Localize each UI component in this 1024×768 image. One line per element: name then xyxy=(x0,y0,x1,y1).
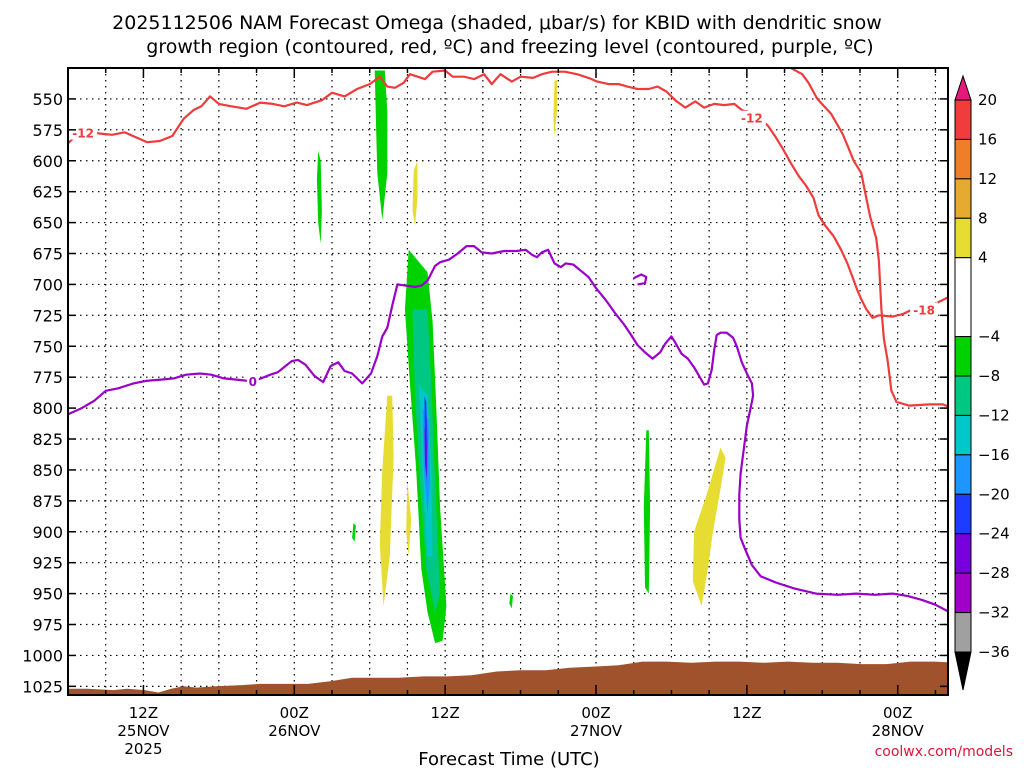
colorbar-bin xyxy=(954,138,972,180)
x-tick-label: 00Z xyxy=(280,704,309,722)
y-tick-label: 775 xyxy=(32,368,63,387)
dgz-contour-line xyxy=(865,296,948,319)
y-tick-label: 600 xyxy=(32,152,63,171)
colorbar-label: −20 xyxy=(978,485,1010,503)
omega-region xyxy=(374,70,388,221)
colorbar-top-arrow xyxy=(954,74,972,101)
dgz-contour-label-bg xyxy=(910,302,939,317)
terrain-fill xyxy=(68,661,948,695)
omega-region xyxy=(352,523,356,542)
contour-labels: -12 -12 -18 0 xyxy=(69,110,939,389)
colorbar: 20 16 12 8 4 −4 −8 −12 −16 −20 −24 −28 −32 −36 xyxy=(954,74,1010,691)
colorbar-label: 20 xyxy=(978,91,997,109)
omega-region xyxy=(643,430,651,594)
dgz-contour-label-bg xyxy=(737,110,766,125)
y-tick-label: 1025 xyxy=(22,677,63,696)
dgz-contour-label-bg xyxy=(69,125,98,140)
colorbar-bin xyxy=(954,493,972,535)
colorbar-label: 12 xyxy=(978,170,997,188)
x-tick-label: 27NOV xyxy=(570,722,623,740)
omega-shading xyxy=(316,70,948,644)
chart-title-line-1: 2025112506 NAM Forecast Omega (shaded, μ… xyxy=(112,12,882,34)
omega-region xyxy=(406,482,412,557)
x-tick-label: 26NOV xyxy=(268,722,321,740)
freezing-contour-label: 0 xyxy=(249,375,257,389)
colorbar-label: −8 xyxy=(978,367,1000,385)
omega-region xyxy=(692,447,726,606)
y-tick-label: 825 xyxy=(32,430,63,449)
y-tick-label: 750 xyxy=(32,337,63,356)
colorbar-label: −32 xyxy=(978,604,1010,622)
omega-region xyxy=(412,160,418,227)
x-tick-label: 12Z xyxy=(430,704,459,722)
x-axis-label: Forecast Time (UTC) xyxy=(418,749,599,768)
colorbar-bottom-arrow xyxy=(954,651,972,691)
y-tick-label: 950 xyxy=(32,585,63,604)
dgz-contour-label: -12 xyxy=(72,127,94,141)
credit-text: coolwx.com/models xyxy=(875,744,1013,760)
freezing-contour-line xyxy=(633,273,648,286)
plot-frame xyxy=(67,67,949,696)
contour-layer xyxy=(68,68,948,613)
x-tick-label: 12Z xyxy=(732,704,761,722)
dgz-contour-line xyxy=(68,69,868,310)
colorbar-label: 16 xyxy=(978,130,997,148)
y-tick-label: 800 xyxy=(32,399,63,418)
x-tick-label: 00Z xyxy=(883,704,912,722)
colorbar-label: −16 xyxy=(978,446,1010,464)
freezing-contour-label-bg xyxy=(246,374,259,389)
terrain-layer xyxy=(68,661,948,695)
colorbar-label: −24 xyxy=(978,525,1010,543)
colorbar-label: −4 xyxy=(978,328,1000,346)
omega-region xyxy=(553,80,557,136)
dgz-contour-label: -18 xyxy=(913,303,935,317)
y-axis: 550 575 600 625 650 675 700 725 750 775 800 825 850 8… xyxy=(22,90,948,696)
omega-region xyxy=(424,426,427,477)
colorbar-bin xyxy=(954,336,972,377)
y-tick-label: 700 xyxy=(32,275,63,294)
colorbar-bin xyxy=(954,375,972,416)
x-tick-label: 2025 xyxy=(124,740,162,758)
colorbar-label: −36 xyxy=(978,643,1010,661)
y-tick-label: 675 xyxy=(32,245,63,264)
dgz-contour-label: -12 xyxy=(741,112,763,126)
y-tick-label: 1000 xyxy=(22,646,63,665)
omega-region xyxy=(509,593,513,609)
x-tick-label: 00Z xyxy=(581,704,610,722)
y-tick-label: 625 xyxy=(32,183,63,202)
colorbar-label: 8 xyxy=(978,209,988,227)
x-tick-label: 25NOV xyxy=(117,722,170,740)
colorbar-bin xyxy=(954,572,972,614)
colorbar-bin xyxy=(954,612,972,653)
y-tick-label: 650 xyxy=(32,214,63,233)
colorbar-bin xyxy=(954,454,972,495)
colorbar-bin xyxy=(954,217,972,259)
y-tick-label: 850 xyxy=(32,461,63,480)
omega-region xyxy=(379,395,394,606)
grid-lines xyxy=(68,68,948,695)
colorbar-bin xyxy=(954,414,972,456)
y-tick-label: 550 xyxy=(32,90,63,109)
freezing-contour-line xyxy=(68,245,948,613)
x-tick-label: 12Z xyxy=(129,704,158,722)
chart-title-line-2: growth region (contoured, red, ºC) and f… xyxy=(146,36,873,58)
colorbar-bin xyxy=(954,99,972,140)
colorbar-bin xyxy=(954,178,972,219)
y-tick-label: 900 xyxy=(32,523,63,542)
y-tick-label: 725 xyxy=(32,306,63,325)
y-tick-label: 875 xyxy=(32,492,63,511)
colorbar-label: 4 xyxy=(978,249,988,267)
colorbar-label: −12 xyxy=(978,406,1010,424)
y-tick-label: 575 xyxy=(32,121,63,140)
omega-region xyxy=(316,150,322,244)
y-tick-label: 925 xyxy=(32,554,63,573)
x-tick-label: 28NOV xyxy=(872,722,925,740)
colorbar-label: −28 xyxy=(978,564,1010,582)
colorbar-bin xyxy=(954,257,972,338)
y-tick-label: 975 xyxy=(32,616,63,635)
dgz-contour-line xyxy=(790,68,948,408)
colorbar-bin xyxy=(954,533,972,574)
